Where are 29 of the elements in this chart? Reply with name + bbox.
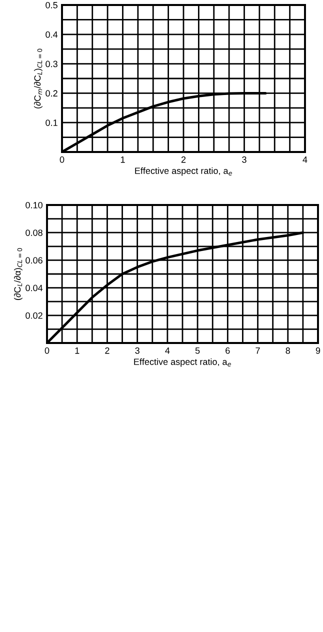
x-tick-label: 4 bbox=[302, 156, 308, 163]
x-tick-label: 0 bbox=[44, 347, 50, 354]
x-tick-label: 9 bbox=[316, 347, 320, 354]
x-axis-title: Effective aspect ratio, a$_{e}$ bbox=[134, 358, 231, 367]
x-tick-label: 2 bbox=[181, 156, 186, 163]
y-axis-title: (∂C$_{L}$/∂α)$_{CL=0}$ bbox=[14, 248, 22, 300]
x-tick-label: 6 bbox=[226, 347, 230, 354]
y-tick-label: 0.04 bbox=[26, 284, 43, 292]
y-tick-label: 0.3 bbox=[46, 60, 58, 68]
y-tick-label: 0.10 bbox=[26, 202, 42, 208]
y-tick-label: 0.02 bbox=[26, 312, 42, 319]
x-tick-label: 8 bbox=[286, 347, 290, 354]
x-tick-label: 1 bbox=[120, 156, 125, 163]
x-tick-label: 4 bbox=[165, 348, 170, 354]
y-tick-label: 0.08 bbox=[26, 230, 42, 236]
x-tick-label: 3 bbox=[135, 347, 140, 354]
x-tick-label: 1 bbox=[75, 348, 80, 354]
x-tick-label: 7 bbox=[256, 348, 260, 354]
x-tick-label: 0 bbox=[60, 156, 64, 163]
x-tick-label: 2 bbox=[105, 347, 110, 354]
x-tick-label: 5 bbox=[195, 348, 200, 354]
x-tick-label: 3 bbox=[242, 156, 246, 163]
y-tick-label: 0.4 bbox=[46, 31, 58, 38]
y-tick-label: 0.06 bbox=[26, 257, 42, 264]
x-axis-title: Effective aspect ratio, a$_{e}$ bbox=[135, 167, 232, 176]
y-tick-label: 0.2 bbox=[46, 90, 58, 97]
y-tick-label: 0.5 bbox=[46, 2, 58, 8]
y-tick-label: 0.1 bbox=[46, 120, 58, 126]
y-axis-title: (∂C$_{m}$/∂C$_{L}$)$_{CL=0}$ bbox=[34, 48, 42, 108]
